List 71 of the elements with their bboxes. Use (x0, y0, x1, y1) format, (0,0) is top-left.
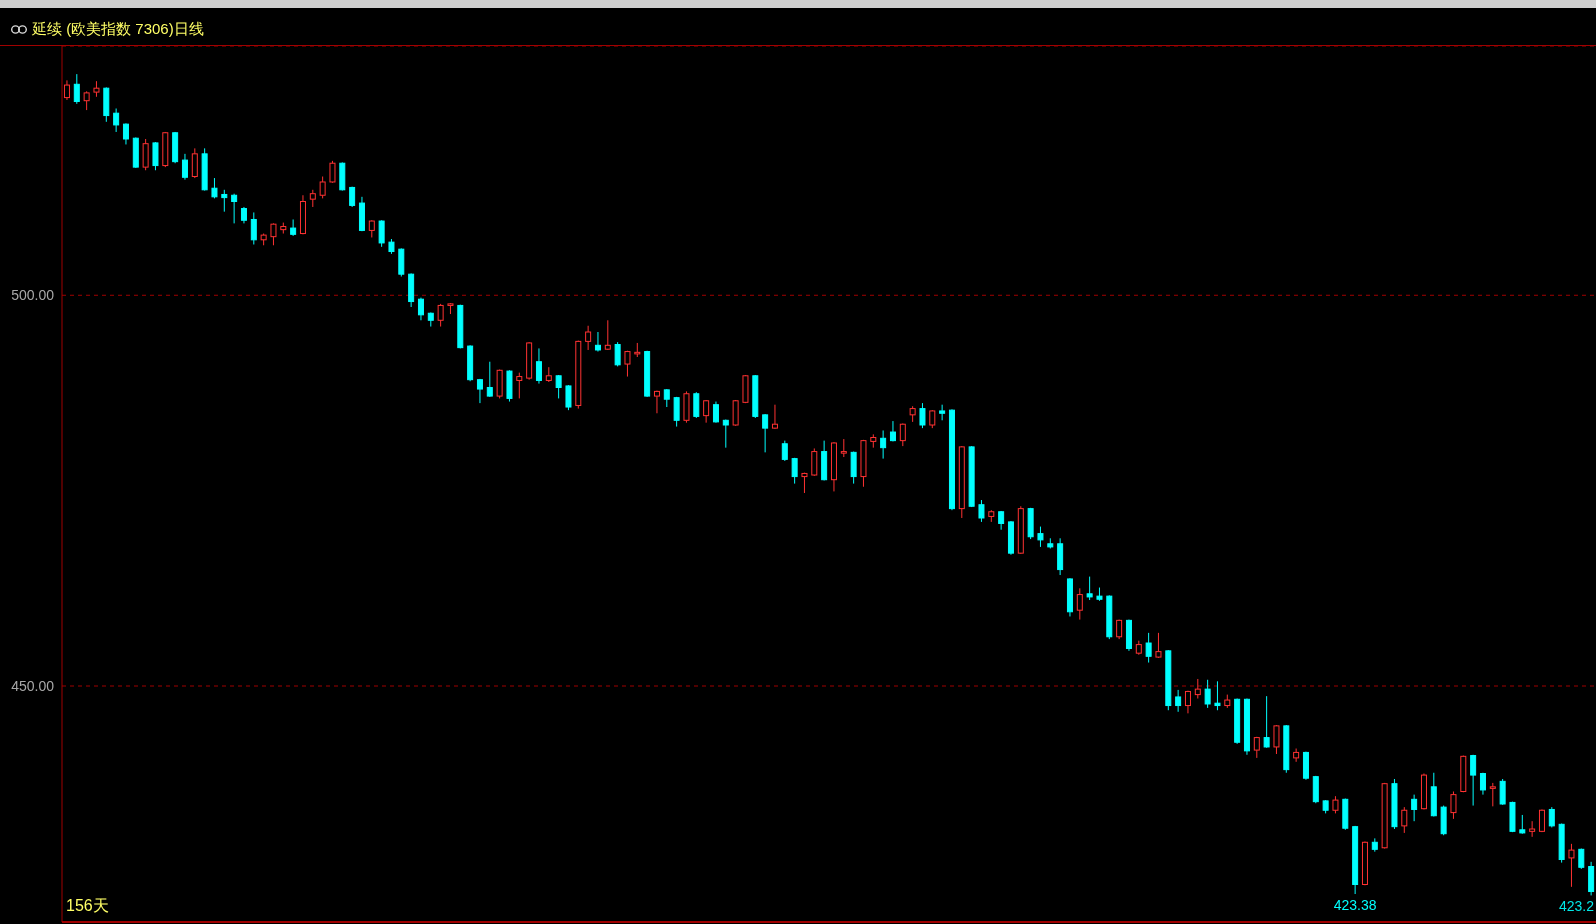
candlestick (722, 419, 729, 449)
candlestick (673, 396, 680, 428)
candlestick (329, 160, 336, 184)
candlestick (693, 391, 700, 419)
candlestick (270, 222, 277, 246)
candlestick (978, 499, 985, 523)
candlestick (762, 413, 769, 453)
candlestick (1214, 680, 1221, 711)
candlestick (1037, 526, 1044, 548)
candlestick (624, 350, 631, 378)
candlestick (1204, 679, 1211, 709)
candlestick (919, 402, 926, 429)
y-tick-label: 500.00 (11, 287, 55, 304)
candlestick (437, 303, 444, 328)
candlestick (791, 457, 798, 485)
candlestick (1401, 806, 1408, 834)
candlestick (181, 153, 188, 181)
annotation: 423.2 (1558, 898, 1594, 914)
candlestick (1263, 695, 1270, 749)
candlestick (83, 90, 90, 111)
candlestick (250, 211, 257, 245)
y-tick-label: 450.00 (11, 677, 55, 694)
candlestick (1076, 587, 1083, 621)
candlestick (290, 218, 297, 237)
candlestick (1499, 778, 1506, 806)
candlestick (1145, 632, 1152, 664)
candlestick (378, 219, 385, 248)
candlestick (152, 141, 159, 171)
candlestick (614, 341, 621, 367)
candlestick (319, 176, 326, 199)
candlestick (604, 319, 611, 351)
candlestick (1155, 632, 1162, 659)
candlestick (1568, 843, 1575, 888)
candlestick (142, 138, 149, 171)
candlestick (771, 404, 778, 430)
candlestick (221, 189, 228, 213)
candlestick (476, 378, 483, 404)
candlestick (1411, 794, 1418, 822)
candlestick (73, 73, 80, 105)
candlestick (1470, 754, 1477, 807)
candlestick (939, 404, 946, 421)
candlestick (516, 372, 523, 399)
candlestick (565, 384, 572, 411)
candlestick (811, 447, 818, 477)
candlestick (781, 440, 788, 462)
candlestick (1273, 724, 1280, 755)
candlestick (486, 361, 493, 398)
candlestick (594, 331, 601, 353)
annotation: 423.38 (1333, 897, 1377, 914)
candlestick (113, 108, 120, 133)
candlestick (231, 193, 238, 224)
candlestick (63, 79, 70, 101)
candlestick (585, 325, 592, 351)
annotation: 156天 (66, 896, 109, 916)
candlestick (1086, 576, 1093, 601)
candlestick (122, 122, 129, 145)
candlestick (899, 422, 906, 447)
candlestick (191, 147, 198, 179)
candlestick (1519, 814, 1526, 835)
candlestick (712, 401, 719, 424)
candlestick (1293, 748, 1300, 763)
candlestick (535, 347, 542, 385)
candlestick (880, 429, 887, 460)
candlestick (1450, 791, 1457, 820)
candlestick (211, 177, 218, 199)
chart-title: 延续 (欧美指数 7306)日线 (32, 20, 204, 39)
candlestick (1175, 689, 1182, 713)
candlestick (1194, 678, 1201, 700)
candlestick (417, 297, 424, 321)
candlestick (1489, 782, 1496, 807)
candlestick (1529, 820, 1536, 838)
